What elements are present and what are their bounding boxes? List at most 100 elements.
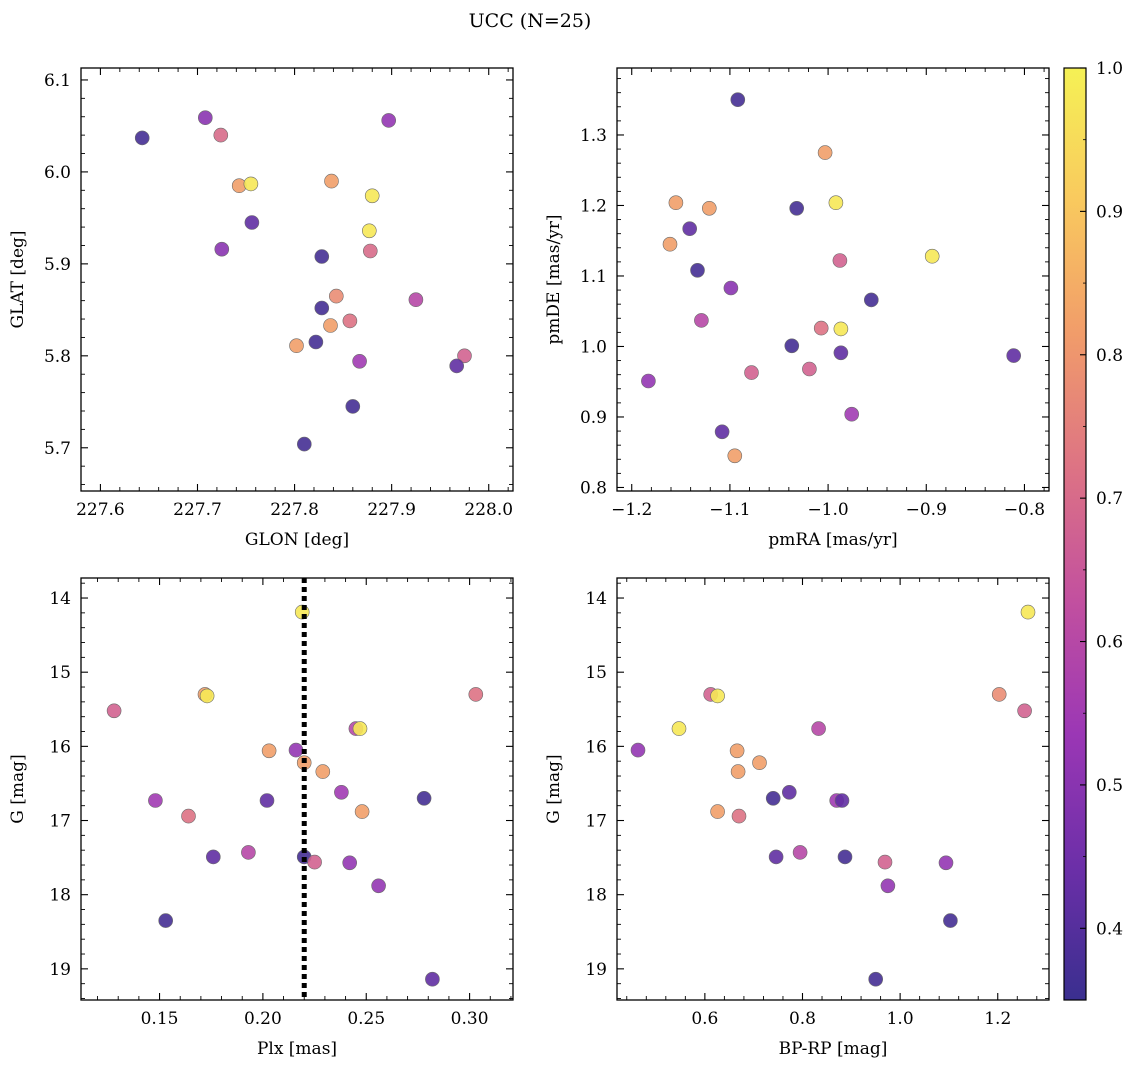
y-tick-label: 0.8 [580,478,607,498]
y-tick-label: 0.9 [580,408,607,428]
data-point [828,195,844,210]
data-point [710,804,725,819]
y-axis-label: G [mag] [8,754,28,823]
x-tick-label: 227.9 [367,500,416,520]
data-point [802,361,817,377]
y-tick-label: 19 [585,960,607,980]
x-tick-label: 228.0 [464,500,513,520]
colorbar-tick-label: 0.9 [1096,202,1123,222]
data-point [723,280,739,296]
x-tick-label: 1.0 [887,1009,914,1029]
x-axis-label: GLON [deg] [245,530,349,550]
y-tick-label: 5.8 [44,347,71,367]
x-axis-label: pmRA [mas/yr] [768,530,897,550]
tick-marks [617,578,1049,1000]
x-tick-label: 227.6 [76,500,125,520]
data-point [710,688,725,704]
data-point [730,92,746,107]
data-point [694,313,709,328]
x-axis-label: Plx [mas] [257,1039,337,1059]
data-point [181,808,196,824]
data-point [729,743,745,759]
data-point [354,804,370,819]
data-point [938,855,954,871]
figure-title: UCC (N=25) [469,10,592,32]
data-point [361,223,377,239]
data-point [943,913,958,928]
data-point [682,221,698,236]
data-point [817,145,833,160]
data-point [834,793,850,808]
data-point [457,348,472,364]
data-point [792,845,808,860]
y-tick-label: 14 [585,589,607,609]
data-point [662,236,678,252]
data-point [315,764,331,779]
data-point [744,365,759,380]
panel-3: 0.15 0.20 0.25 0.30 14 15 16 17 18 19 Plx [mas] G [… [8,577,514,1059]
data-point [714,424,730,440]
colorbar-bar [1063,67,1087,1001]
data-point [352,353,367,369]
data-point [324,173,339,189]
y-tick-label: 6.1 [44,71,71,91]
axes-frame [80,67,514,492]
x-tick-label: 227.7 [173,500,222,520]
y-axis-label: G [mag] [544,754,564,823]
data-point [371,878,386,894]
data-point [134,130,150,146]
axes-frame [80,577,514,1001]
data-point [641,373,656,389]
data-point [244,215,260,230]
data-point [727,448,743,464]
data-point [334,784,349,800]
colorbar-tick-label: 0.4 [1096,919,1123,939]
x-tick-label: 0.8 [789,1009,816,1029]
panel-4: 0.6 0.8 1.0 1.2 14 15 16 17 18 19 BP-RP [mag] G [ma… [544,577,1050,1059]
data-point [352,721,368,736]
data-point [425,971,440,987]
data-point [1006,348,1022,363]
y-tick-label: 1.2 [580,196,607,216]
data-point [408,292,424,308]
axes-frame [616,67,1050,492]
data-point [668,195,684,210]
x-tick-label: −0.8 [1004,500,1045,520]
y-tick-label: 14 [49,589,71,609]
data-point [730,764,746,779]
x-tick-label: 227.8 [270,500,319,520]
scatter-points [134,110,472,452]
x-axis-label: BP-RP [mag] [779,1039,888,1059]
data-point [214,241,230,257]
panels: 227.6 227.7 227.8 227.9 228.0 5.7 5.8 5.9 6.0 6.1… [8,67,1050,1059]
scatter-points [641,92,1022,464]
tick-marks [81,578,513,1000]
x-tick-label: −1.1 [709,500,750,520]
data-point [261,743,277,759]
y-tick-label: 18 [49,886,71,906]
data-point [837,849,853,865]
data-point [468,687,484,702]
y-tick-label: 16 [49,737,71,757]
x-tick-label: 0.25 [347,1009,385,1029]
data-point [880,878,896,894]
data-point [158,913,173,928]
y-tick-label: 19 [49,960,71,980]
panel-1: 227.6 227.7 227.8 227.9 228.0 5.7 5.8 5.9 6.0 6.1… [8,67,514,550]
data-point [784,338,800,354]
data-point [833,345,849,361]
x-tick-label: −1.2 [611,500,652,520]
data-point [671,721,687,736]
data-point [342,313,358,329]
x-tick-label: 0.20 [244,1009,282,1029]
data-point [362,243,378,259]
data-point [768,849,784,865]
axes-frame [616,577,1050,1001]
x-tick-label: −1.0 [807,500,848,520]
x-tick-label: 0.6 [691,1009,718,1029]
data-point [765,790,781,806]
y-tick-label: 5.7 [44,439,71,459]
data-point [328,288,344,304]
y-tick-label: 17 [585,812,607,832]
x-tick-label: 0.30 [451,1009,489,1029]
